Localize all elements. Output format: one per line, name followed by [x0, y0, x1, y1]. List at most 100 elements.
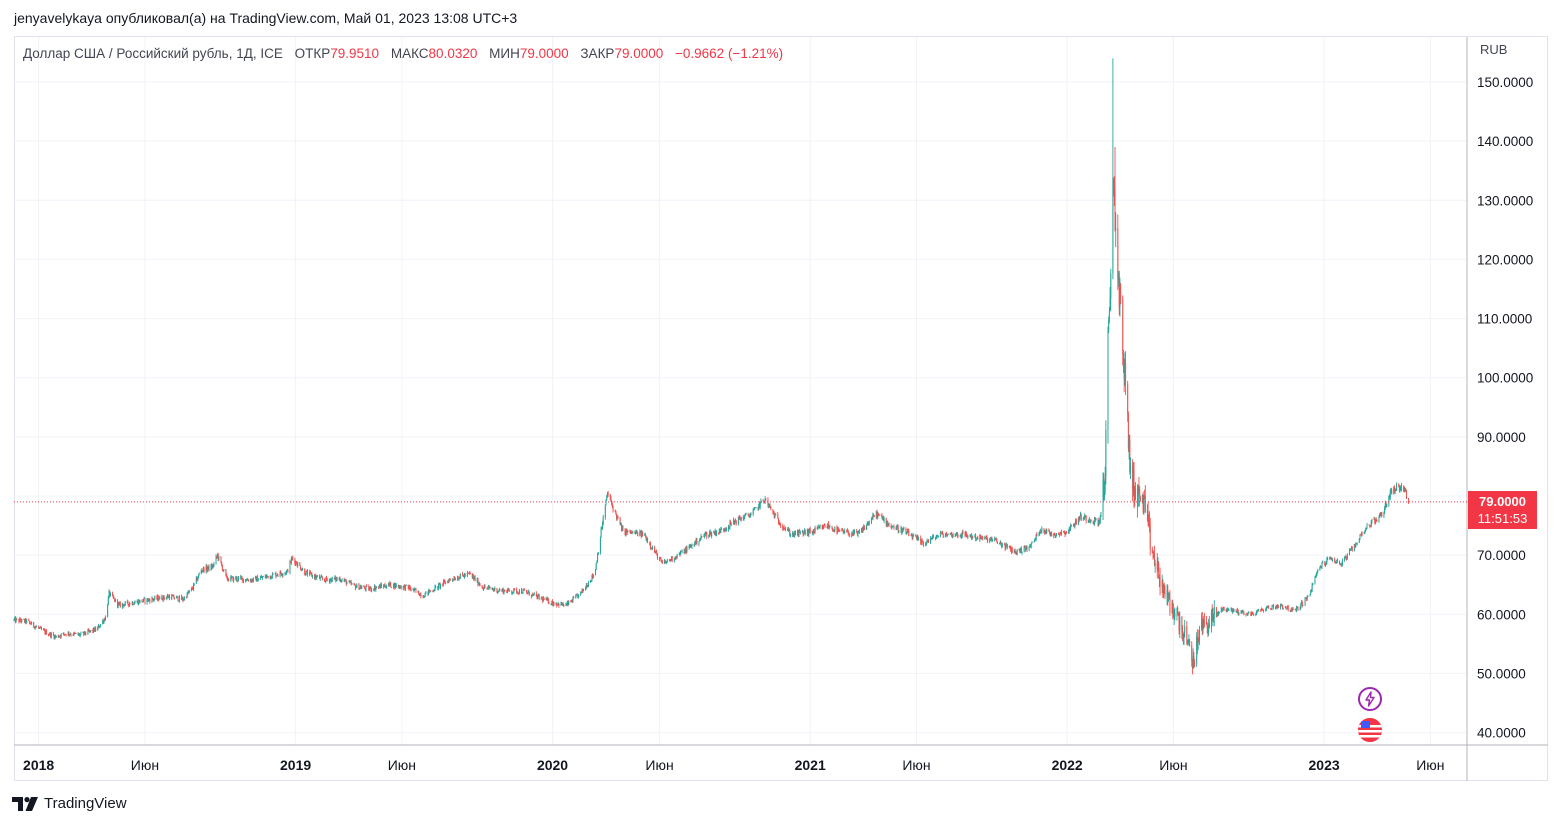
candle-body	[912, 535, 914, 539]
candle-body	[942, 534, 944, 538]
candle-body	[680, 551, 682, 555]
candle-body	[1389, 496, 1391, 499]
candle-body	[1095, 519, 1097, 521]
candle-body	[913, 534, 915, 536]
candle-body	[492, 588, 494, 590]
candle-body	[482, 587, 484, 590]
candle-body	[1247, 612, 1249, 615]
candle-body	[1272, 605, 1274, 606]
candle-body	[1325, 563, 1327, 566]
candle-body	[586, 584, 588, 587]
candle-body	[290, 558, 292, 563]
candle-body	[1292, 609, 1294, 610]
candle-body	[502, 589, 504, 594]
candle-body	[999, 543, 1001, 545]
candle-body	[95, 627, 97, 631]
candle-body	[378, 586, 380, 588]
candle-body	[87, 629, 89, 634]
candle-body	[1354, 544, 1356, 546]
candle-body	[1053, 533, 1055, 537]
candle-body	[656, 553, 658, 559]
candle-body	[444, 581, 446, 584]
candle-body	[782, 527, 784, 529]
candle-body	[36, 626, 38, 628]
candle-body	[97, 627, 99, 631]
candle-body	[779, 524, 781, 526]
candle-body	[414, 588, 416, 590]
candle-body	[863, 526, 865, 529]
candle-body	[1113, 181, 1115, 190]
symbol-label[interactable]: Доллар США / Российский рубль, 1Д, ICE	[23, 46, 283, 61]
candle-body	[659, 558, 661, 560]
candle-body	[304, 568, 306, 575]
candle-body	[960, 534, 962, 537]
candle-body	[321, 576, 323, 578]
candle-body	[1215, 607, 1217, 616]
y-tick-label: 90.0000	[1477, 430, 1526, 445]
candle-body	[255, 576, 257, 582]
x-tick-label: Июн	[1416, 757, 1444, 773]
candle-body	[1277, 605, 1279, 608]
candle-body	[282, 574, 284, 576]
candle-body	[773, 512, 775, 514]
candle-body	[1083, 517, 1085, 519]
candle-body	[109, 593, 111, 596]
candle-body	[1144, 495, 1146, 497]
us-flag-icon[interactable]	[1358, 718, 1382, 742]
currency-label[interactable]: RUB	[1480, 42, 1508, 57]
candle-body	[78, 633, 80, 635]
candle-body	[688, 546, 690, 548]
candle-body	[1306, 596, 1308, 600]
candle-body	[941, 531, 943, 534]
candle-body	[1212, 615, 1214, 622]
candle-body	[711, 532, 713, 536]
candle-body	[768, 504, 770, 506]
candle-body	[867, 522, 869, 525]
candle-body	[57, 635, 59, 638]
candle-body	[232, 576, 234, 582]
candle-body	[1202, 623, 1204, 629]
candle-body	[217, 554, 219, 560]
candle-body	[172, 595, 174, 597]
candle-body	[511, 591, 513, 593]
candle-body	[1054, 534, 1056, 536]
candle-body	[676, 554, 678, 559]
candle-body	[581, 589, 583, 592]
candle-body	[1324, 562, 1326, 566]
candle-body	[277, 575, 279, 576]
candle-body	[143, 598, 145, 602]
candle-body	[1187, 642, 1189, 644]
candle-body	[227, 579, 229, 581]
candle-body	[463, 575, 465, 577]
candle-body	[601, 528, 603, 530]
candle-body	[819, 526, 821, 529]
candle-body	[423, 596, 425, 598]
candle-body	[274, 573, 276, 575]
candle-body	[1147, 510, 1149, 520]
candle-body	[556, 604, 558, 606]
candle-body	[341, 579, 343, 582]
candle-body	[606, 497, 608, 500]
candle-body	[965, 532, 967, 536]
candle-body	[1321, 563, 1323, 567]
candle-body	[309, 571, 311, 573]
candle-body	[1015, 551, 1017, 553]
footer-logo[interactable]: TradingView	[12, 795, 127, 812]
candle-body	[816, 527, 818, 529]
candle-body	[256, 576, 258, 582]
candle-body	[1222, 607, 1224, 609]
candle-body	[591, 574, 593, 581]
candle-body	[1153, 554, 1155, 566]
candle-body	[1102, 479, 1104, 513]
candle-body	[605, 499, 607, 506]
bolt-icon[interactable]	[1358, 687, 1382, 711]
candle-body	[1073, 524, 1075, 527]
candle-body	[949, 533, 951, 534]
candle-body	[1374, 518, 1376, 523]
candle-body	[163, 595, 165, 599]
chart-frame[interactable]	[14, 36, 1548, 781]
candle-body	[775, 514, 777, 516]
candle-body	[887, 523, 889, 526]
candle-body	[1329, 557, 1331, 560]
